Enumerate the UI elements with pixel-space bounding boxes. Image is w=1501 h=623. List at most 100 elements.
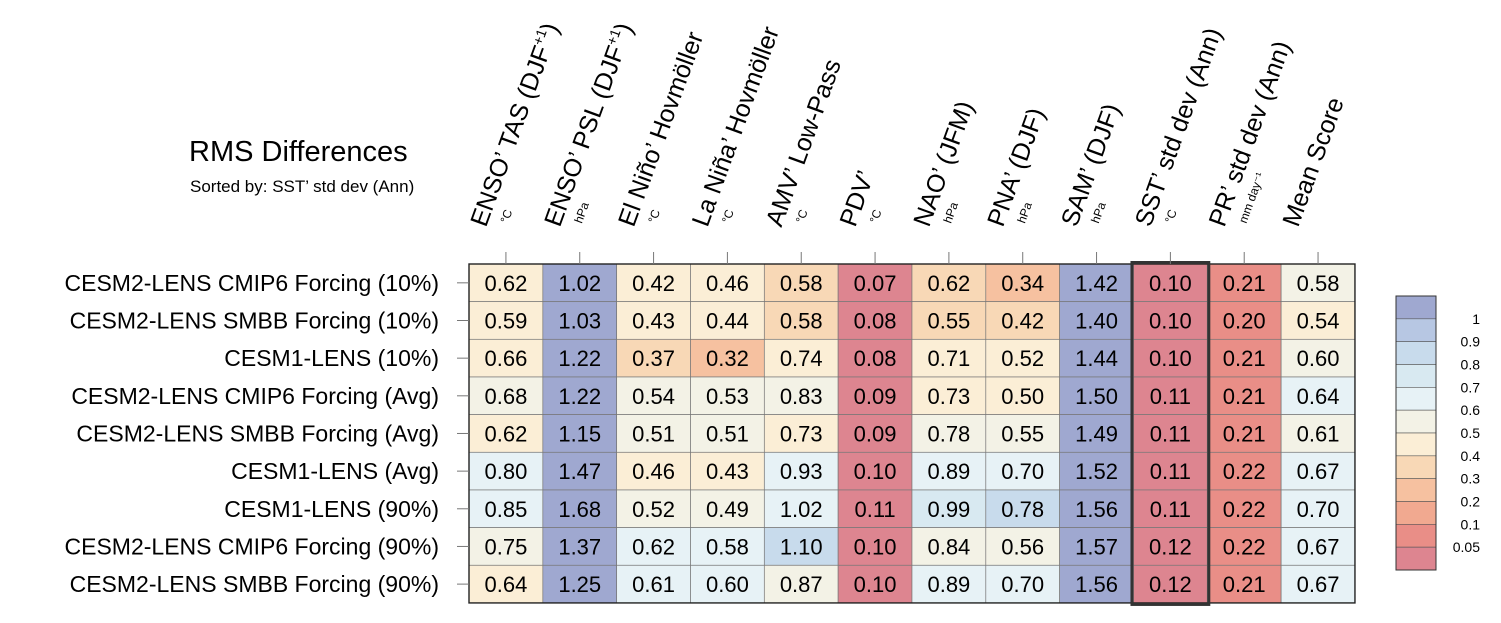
row-label: CESM2-LENS CMIP6 Forcing (Avg) xyxy=(71,383,439,409)
cell-value: 0.64 xyxy=(485,572,528,597)
cell-value: 0.11 xyxy=(1150,459,1191,484)
cell-value: 0.70 xyxy=(1001,572,1044,597)
heatmap-cell xyxy=(1206,564,1282,604)
heatmap-cell xyxy=(1280,451,1356,491)
cell-value: 0.87 xyxy=(780,572,823,597)
column-unit: °C xyxy=(719,207,737,225)
cell-value: 1.25 xyxy=(558,572,601,597)
cell-value: 0.62 xyxy=(485,421,528,446)
colorbar-tick-label: 0.5 xyxy=(1461,425,1481,441)
heatmap-cell xyxy=(1280,527,1356,566)
cell-value: 0.70 xyxy=(1297,497,1340,522)
colorbar-bin xyxy=(1395,341,1437,365)
heatmap-cell xyxy=(1059,263,1134,303)
cell-value: 0.54 xyxy=(632,384,675,409)
heatmap-cell xyxy=(1206,489,1282,528)
heatmap-cell xyxy=(911,338,987,378)
cell-value: 0.08 xyxy=(854,346,897,371)
cell-value: 1.44 xyxy=(1075,346,1118,371)
heatmap-cell xyxy=(616,489,691,528)
cell-value: 0.62 xyxy=(927,271,970,296)
heatmap-cell xyxy=(1280,301,1356,340)
cell-value: 1.49 xyxy=(1075,421,1118,446)
heatmap-cell xyxy=(985,527,1060,566)
row-label: CESM1-LENS (10%) xyxy=(224,345,439,371)
cell-value: 0.10 xyxy=(854,459,897,484)
colorbar-tick-label: 0.6 xyxy=(1461,402,1481,418)
cell-value: 0.21 xyxy=(1223,271,1266,296)
cell-value: 0.67 xyxy=(1297,534,1340,559)
colorbar-bin xyxy=(1395,432,1437,457)
heatmap-cell xyxy=(690,338,765,378)
heatmap-cell xyxy=(1280,564,1356,604)
colorbar-tick-label: 0.4 xyxy=(1461,448,1481,464)
heatmap-cell xyxy=(985,564,1060,604)
cell-value: 0.10 xyxy=(854,572,897,597)
cell-value: 0.10 xyxy=(854,534,897,559)
cell-value: 0.12 xyxy=(1149,534,1192,559)
cell-value: 0.12 xyxy=(1149,572,1192,597)
heatmap-cell xyxy=(1206,414,1282,453)
cell-value: 0.85 xyxy=(485,497,528,522)
cell-value: 0.55 xyxy=(1001,421,1044,446)
cell-value: 0.22 xyxy=(1223,497,1266,522)
cell-value: 1.50 xyxy=(1075,384,1118,409)
cell-value: 0.44 xyxy=(706,308,749,333)
heatmap-cell xyxy=(1133,376,1208,415)
cell-value: 0.93 xyxy=(780,459,823,484)
cell-value: 0.21 xyxy=(1223,384,1266,409)
colorbar-bin xyxy=(1395,478,1437,502)
colorbar-tick-label: 0.8 xyxy=(1461,357,1481,373)
heatmap-cell xyxy=(690,451,765,491)
cell-value: 0.09 xyxy=(854,421,897,446)
heatmap-cell xyxy=(985,338,1060,378)
heatmap-cell xyxy=(1133,564,1208,604)
cell-value: 0.42 xyxy=(1001,308,1044,333)
colorbar-bin xyxy=(1395,387,1437,411)
colorbar-bin xyxy=(1395,546,1437,571)
heatmap-cell xyxy=(468,527,544,566)
heatmap-cell xyxy=(1206,376,1282,415)
cell-value: 0.46 xyxy=(632,459,675,484)
cell-value: 0.43 xyxy=(706,459,749,484)
heatmap-cell xyxy=(763,451,839,491)
heatmap-cell xyxy=(1133,489,1208,528)
heatmap-cell xyxy=(1133,338,1208,378)
cell-value: 1.10 xyxy=(780,534,823,559)
cell-value: 0.78 xyxy=(1001,497,1044,522)
cell-value: 0.99 xyxy=(927,497,970,522)
cell-value: 0.67 xyxy=(1297,572,1340,597)
heatmap-cells: 0.62 1.02 0.42 0.46 0.58 0.07 0.62 0.34 1.42 0.10… xyxy=(468,263,1356,604)
cell-value: 0.74 xyxy=(780,346,823,371)
cell-value: 0.73 xyxy=(780,421,823,446)
cell-value: 1.37 xyxy=(558,534,601,559)
cell-value: 1.56 xyxy=(1075,572,1118,597)
column-unit: °C xyxy=(793,207,811,225)
heatmap-cell xyxy=(1280,414,1356,453)
heatmap-cell xyxy=(763,527,839,566)
cell-value: 0.73 xyxy=(927,384,970,409)
cell-value: 0.46 xyxy=(706,271,749,296)
cell-value: 0.89 xyxy=(927,459,970,484)
column-unit: hPa xyxy=(571,200,592,225)
heatmap-cell xyxy=(616,527,691,566)
cell-value: 0.51 xyxy=(706,421,749,446)
heatmap-cell xyxy=(468,376,544,415)
colorbar-tick-label: 0.1 xyxy=(1461,516,1481,532)
cell-value: 0.11 xyxy=(854,497,895,522)
cell-value: 0.43 xyxy=(632,308,675,333)
heatmap-cell xyxy=(911,301,987,340)
row-label: CESM2-LENS SMBB Forcing (10%) xyxy=(70,307,439,333)
cell-value: 0.89 xyxy=(927,572,970,597)
cell-value: 0.58 xyxy=(780,271,823,296)
cell-value: 0.11 xyxy=(1150,497,1191,522)
heatmap-cell xyxy=(911,489,987,528)
column-label: AMV’ Low-Pass xyxy=(761,56,847,231)
heatmap-cell xyxy=(616,338,691,378)
cell-value: 0.80 xyxy=(485,459,528,484)
cell-value: 0.37 xyxy=(632,346,675,371)
heatmap-cell xyxy=(468,263,544,303)
heatmap-cell xyxy=(763,301,839,340)
heatmap-cell xyxy=(1206,338,1282,378)
